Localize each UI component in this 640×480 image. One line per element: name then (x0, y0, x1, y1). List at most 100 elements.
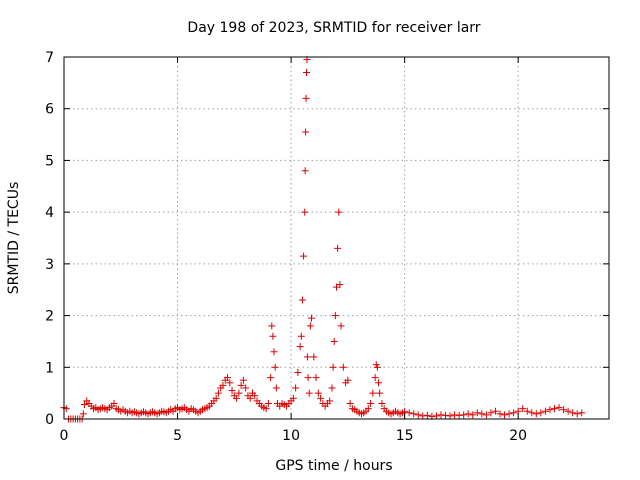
data-point (541, 407, 549, 415)
data-point (326, 397, 334, 405)
axis-ticks: 0 5 10 15 20 0 1 2 3 4 5 6 7 (45, 50, 609, 444)
x-tick-label: 5 (173, 428, 182, 444)
data-point (532, 410, 540, 418)
data-point (437, 411, 445, 419)
y-tick-label: 1 (45, 360, 54, 376)
x-tick-label: 10 (282, 428, 300, 444)
data-point (228, 387, 236, 395)
data-point (212, 394, 220, 402)
data-point (339, 363, 347, 371)
data-point (219, 381, 227, 389)
data-point (235, 389, 243, 397)
data-point (267, 374, 275, 382)
data-point (262, 405, 270, 413)
data-point (410, 410, 418, 418)
data-point (369, 389, 377, 397)
data-point (346, 399, 354, 407)
data-point (226, 379, 234, 387)
data-point (303, 353, 311, 361)
data-point (414, 411, 422, 419)
data-point (546, 406, 554, 414)
data-point (564, 407, 572, 415)
y-tick-label: 3 (45, 257, 54, 273)
data-point (487, 409, 495, 417)
data-point (469, 411, 477, 419)
data-point (301, 167, 309, 175)
data-point (328, 384, 336, 392)
data-point (314, 389, 322, 397)
y-axis-label: SRMTID / TECUs (6, 182, 22, 295)
data-point (271, 363, 279, 371)
data-point (510, 409, 518, 417)
x-tick-label: 0 (60, 428, 69, 444)
data-point (560, 406, 568, 414)
data-point (442, 411, 449, 419)
data-point (224, 374, 231, 382)
data-point (376, 389, 384, 397)
data-point (251, 392, 259, 400)
data-point (292, 384, 300, 392)
data-point (330, 337, 338, 345)
data-point (496, 410, 504, 418)
data-point (334, 244, 342, 252)
data-point (268, 322, 276, 330)
data-point (523, 407, 531, 415)
y-tick-label: 0 (45, 412, 54, 428)
data-point (269, 332, 277, 340)
data-point (336, 281, 344, 289)
data-point (329, 363, 337, 371)
data-point (505, 410, 513, 418)
data-point (302, 128, 310, 136)
data-point (305, 389, 313, 397)
data-point (300, 252, 308, 260)
y-tick-label: 4 (45, 205, 54, 221)
data-point (303, 69, 311, 77)
data-point (289, 394, 297, 402)
y-tick-label: 5 (45, 153, 54, 169)
y-tick-label: 2 (45, 309, 54, 325)
data-point (491, 407, 499, 415)
data-point (304, 374, 312, 382)
data-point (478, 410, 486, 418)
data-point (578, 409, 586, 417)
data-point (423, 411, 431, 419)
data-point (501, 411, 509, 419)
data-point (239, 376, 247, 384)
x-axis-label: GPS time / hours (275, 458, 392, 474)
x-tick-label: 15 (396, 428, 414, 444)
x-tick-label: 20 (509, 428, 527, 444)
data-point (455, 411, 463, 419)
chart-title: Day 198 of 2023, SRMTID for receiver lar… (187, 20, 480, 36)
data-point (294, 368, 302, 376)
data-point (460, 411, 468, 419)
data-point (272, 384, 280, 392)
data-point (367, 399, 375, 407)
data-point (310, 353, 318, 361)
data-point (419, 412, 427, 420)
data-point (296, 343, 304, 351)
data-point (464, 410, 472, 418)
data-point (331, 312, 339, 320)
data-point (317, 394, 325, 402)
data-point (451, 411, 459, 419)
data-point (573, 410, 581, 418)
data-point (298, 296, 306, 304)
data-point (302, 94, 310, 102)
data-point (373, 363, 381, 371)
data-point (80, 401, 88, 409)
data-point (335, 208, 343, 216)
data-point (233, 394, 241, 402)
data-point (312, 374, 320, 382)
data-point (528, 409, 536, 417)
data-point (519, 405, 527, 413)
data-point (473, 409, 481, 417)
data-points (60, 56, 586, 423)
data-point (371, 374, 379, 382)
data-point (551, 405, 558, 413)
data-point (405, 409, 413, 417)
y-tick-label: 6 (45, 102, 54, 118)
data-point (306, 322, 314, 330)
data-point (446, 412, 454, 420)
data-point (237, 381, 245, 389)
